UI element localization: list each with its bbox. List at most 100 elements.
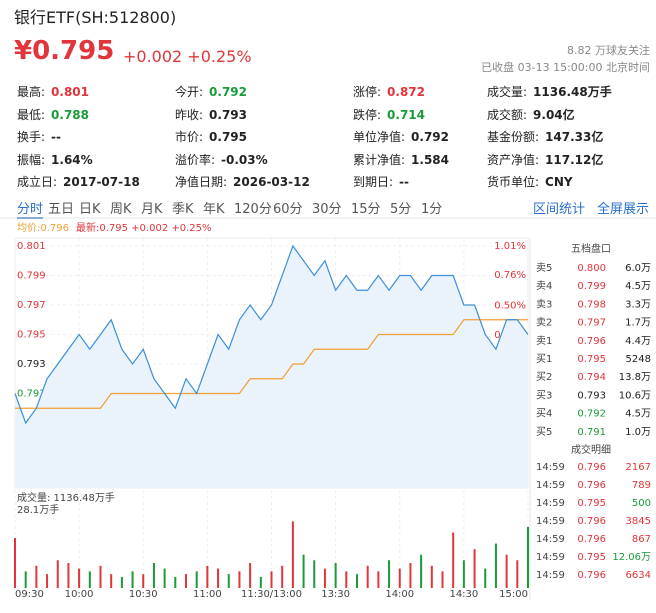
tab[interactable]: 1分: [421, 202, 443, 217]
y-tick-label: 0.791: [17, 389, 46, 400]
stat: 最高: 0.801: [17, 83, 89, 100]
book-price: 0.795: [577, 354, 606, 365]
volume-bar: [185, 574, 187, 588]
stat-value: -0.03%: [221, 152, 268, 167]
trade-time: 14:59: [536, 570, 565, 581]
tab[interactable]: 5分: [390, 202, 412, 217]
stat: 今开: 0.792: [175, 83, 247, 100]
tab[interactable]: 年K: [203, 202, 225, 217]
x-tick-label: 11:00: [193, 589, 222, 600]
book-volume: 4.5万: [625, 409, 651, 420]
volume-bar: [270, 571, 273, 588]
volume-bar: [302, 554, 305, 588]
trade-price: 0.796: [577, 570, 606, 581]
tab[interactable]: 日K: [79, 202, 101, 217]
tab[interactable]: 120分: [234, 202, 272, 217]
book-volume: 1.0万: [625, 427, 651, 438]
volume-bar: [313, 560, 316, 588]
volume-bar: [516, 560, 519, 588]
y-tick-label: 0.797: [17, 300, 46, 311]
volume-bar: [441, 571, 444, 588]
book-volume: 5248: [626, 354, 651, 365]
x-tick-label: 09:30: [15, 589, 44, 600]
volume-bar: [398, 568, 401, 588]
book-label: 买5: [536, 426, 552, 438]
stat: 到期日: --: [353, 173, 409, 190]
tab[interactable]: 30分: [312, 202, 342, 217]
book-price: 0.799: [577, 281, 606, 292]
book-label: 卖5: [536, 262, 552, 274]
trade-price: 0.796: [577, 534, 606, 545]
stat-value: 1136.48万手: [533, 85, 612, 99]
stat: 市价: 0.795: [175, 128, 247, 145]
x-tick-label: 14:00: [385, 589, 414, 600]
book-volume: 3.3万: [625, 299, 651, 310]
tool[interactable]: 全屏展示: [597, 202, 650, 217]
stat-value: 147.33亿: [545, 130, 604, 144]
tab[interactable]: 60分: [273, 202, 303, 217]
price-area: [15, 246, 528, 488]
volume-bar: [217, 568, 220, 588]
y-tick-label: 0.795: [17, 330, 46, 341]
legend-entry: 均价:0.796: [17, 222, 69, 234]
volume-bar: [452, 532, 455, 588]
stat: 成交额: 9.04亿: [487, 106, 575, 123]
stat-value: 0.795: [209, 130, 248, 144]
stat-label: 到期日:: [353, 175, 394, 189]
volume-bar: [366, 565, 369, 588]
stat-value: --: [399, 175, 410, 189]
volume-bar: [323, 568, 326, 588]
x-tick-label: 11:30/13:00: [241, 589, 302, 600]
volume-bar: [420, 554, 423, 588]
stat: 溢价率: -0.03%: [175, 151, 268, 168]
tab[interactable]: 季K: [172, 202, 194, 217]
trade-time: 14:59: [536, 480, 565, 491]
trade-time: 14:59: [536, 552, 565, 563]
volume-bar: [238, 571, 241, 588]
volume-bar: [206, 565, 209, 588]
legend-entry: 最新:0.795 +0.002 +0.25%: [76, 221, 212, 234]
book-price: 0.796: [577, 336, 606, 347]
stat-value: 2017-07-18: [63, 175, 140, 189]
stat-value: 0.792: [209, 85, 248, 99]
stat-label: 跌停:: [353, 107, 382, 122]
y-tick-label: 0.793: [17, 359, 46, 370]
stat-value: 0.714: [387, 107, 426, 122]
volume-bar: [163, 568, 166, 588]
volume-bar: [462, 560, 465, 588]
stat-label: 涨停:: [353, 85, 382, 99]
y-tick-label: 0.801: [17, 241, 46, 252]
stat: 单位净值: 0.792: [353, 128, 449, 145]
volume-bar: [78, 568, 81, 588]
book-volume: 6.0万: [625, 263, 651, 274]
tab[interactable]: 周K: [110, 202, 132, 217]
volume-bar: [377, 571, 380, 588]
tool[interactable]: 区间统计: [533, 202, 586, 217]
tab[interactable]: 15分: [351, 202, 381, 217]
stat-label: 基金份额:: [487, 130, 540, 144]
trade-volume: 3845: [626, 516, 651, 527]
stat-value: 0.872: [387, 85, 426, 99]
stat-label: 最高:: [17, 85, 46, 99]
volume-bar: [99, 565, 102, 588]
volume-bar: [388, 560, 391, 588]
volume-bar: [484, 568, 487, 588]
tab[interactable]: 月K: [141, 202, 163, 217]
stat-label: 今开:: [175, 85, 204, 99]
volume-bar: [281, 565, 284, 588]
volume-bar: [174, 576, 177, 588]
volume-bar: [291, 521, 294, 588]
volume-title: 成交量: 1136.48万手: [17, 491, 115, 504]
stat-label: 换手:: [17, 130, 46, 144]
volume-bar: [35, 565, 38, 588]
volume-bar: [110, 574, 113, 588]
trade-time: 14:59: [536, 462, 565, 473]
book-price: 0.800: [577, 263, 606, 274]
stat-value: --: [51, 130, 62, 144]
volume-bar: [195, 571, 198, 588]
tab[interactable]: 五日: [48, 202, 75, 217]
title: 银行ETF(SH:512800): [14, 8, 177, 27]
trade-volume: 867: [632, 534, 651, 545]
